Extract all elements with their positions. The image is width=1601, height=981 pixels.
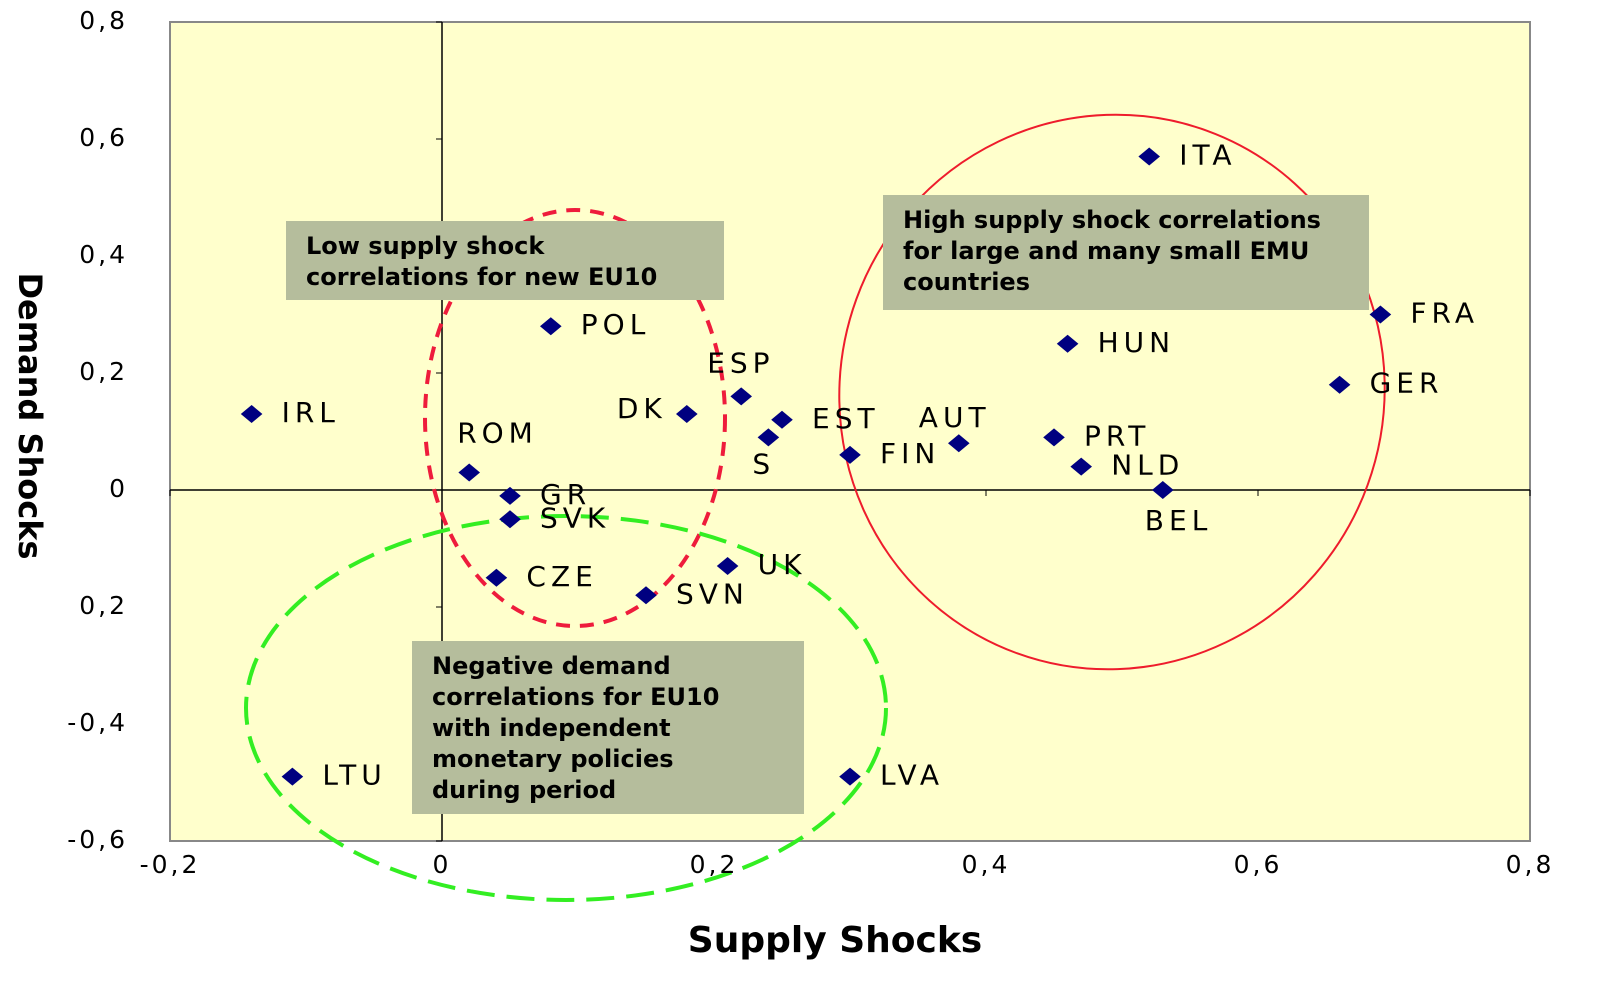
point-label: POL bbox=[581, 308, 651, 341]
point-label: IRL bbox=[282, 396, 340, 429]
y-tick-label: 0,6 bbox=[79, 123, 128, 152]
point bbox=[1152, 481, 1174, 499]
point-label: ESP bbox=[707, 346, 774, 379]
x-tick-label: 0 bbox=[433, 850, 452, 879]
annotation-text: during period bbox=[432, 776, 616, 804]
point-label: EST bbox=[812, 402, 880, 435]
point-label: SVK bbox=[540, 501, 610, 534]
point bbox=[948, 434, 970, 453]
point bbox=[635, 586, 657, 605]
point bbox=[771, 410, 793, 429]
point bbox=[1056, 334, 1079, 353]
point-label: CZE bbox=[526, 560, 597, 593]
point bbox=[839, 445, 861, 464]
point-label: UK bbox=[758, 548, 807, 581]
y-tick-label: 0,2 bbox=[79, 357, 128, 386]
ellipse bbox=[244, 514, 888, 902]
point bbox=[730, 387, 752, 406]
point-label: GR bbox=[540, 478, 591, 511]
annotation-text: monetary policies bbox=[432, 745, 674, 773]
point bbox=[240, 404, 263, 423]
annotation-text: with independent bbox=[432, 714, 671, 742]
point bbox=[1138, 147, 1160, 166]
point-label: HUN bbox=[1098, 326, 1176, 359]
plot-area bbox=[169, 21, 1531, 842]
point bbox=[499, 510, 521, 529]
point-label: NLD bbox=[1111, 449, 1184, 482]
point bbox=[1369, 305, 1392, 324]
point bbox=[485, 568, 508, 587]
point bbox=[1070, 457, 1092, 476]
x-tick-label: -0,2 bbox=[140, 850, 201, 879]
y-tick-label: 0,4 bbox=[79, 240, 128, 269]
annotation-box bbox=[286, 221, 724, 300]
point bbox=[458, 463, 480, 482]
point-label: LTU bbox=[322, 759, 386, 792]
y-tick-label: 0,8 bbox=[79, 6, 128, 35]
point bbox=[1328, 375, 1351, 394]
point bbox=[540, 317, 562, 336]
annotation-text: countries bbox=[903, 268, 1030, 296]
y-tick-label: -0,4 bbox=[67, 708, 128, 737]
annotation-text: Low supply shock bbox=[306, 232, 545, 260]
point bbox=[676, 404, 698, 423]
point bbox=[757, 428, 780, 447]
ellipse bbox=[838, 113, 1386, 671]
point-label: SVN bbox=[676, 577, 749, 610]
point-label: S bbox=[752, 447, 775, 480]
point-label: DK bbox=[617, 392, 667, 425]
point bbox=[281, 767, 304, 786]
point-label: GER bbox=[1370, 367, 1444, 400]
point-label: ROM bbox=[457, 416, 538, 449]
point-label: FIN bbox=[880, 437, 940, 470]
y-tick-label: 0 bbox=[109, 474, 128, 503]
point-label: PRT bbox=[1084, 419, 1150, 452]
x-tick-label: 0,4 bbox=[962, 850, 1011, 879]
point-label: FRA bbox=[1410, 297, 1479, 330]
y-tick-label: 0,2 bbox=[79, 591, 128, 620]
annotation-text: High supply shock correlations bbox=[903, 206, 1321, 234]
point bbox=[716, 557, 739, 576]
y-tick-label: -0,6 bbox=[67, 825, 128, 854]
x-tick-label: 0,8 bbox=[1506, 850, 1555, 879]
x-tick-label: 0,6 bbox=[1234, 850, 1283, 879]
annotation-box bbox=[412, 641, 804, 814]
x-axis-title: Supply Shocks bbox=[688, 920, 982, 961]
point-label: LVA bbox=[880, 759, 944, 792]
point bbox=[499, 486, 521, 505]
y-axis-title: Demand Shocks bbox=[11, 272, 49, 559]
annotation-text: Negative demand bbox=[432, 652, 671, 680]
annotation-box bbox=[883, 195, 1369, 310]
x-tick-label: 0,2 bbox=[690, 850, 739, 879]
point-label: ITA bbox=[1179, 139, 1236, 172]
point-label: BEL bbox=[1145, 504, 1213, 537]
point bbox=[1043, 428, 1065, 447]
annotation-text: correlations for EU10 bbox=[432, 683, 719, 711]
point bbox=[839, 767, 861, 786]
ellipse bbox=[423, 208, 727, 628]
annotation-text: for large and many small EMU bbox=[903, 237, 1309, 265]
point-label: AUT bbox=[919, 401, 991, 434]
annotation-text: correlations for new EU10 bbox=[306, 263, 657, 291]
